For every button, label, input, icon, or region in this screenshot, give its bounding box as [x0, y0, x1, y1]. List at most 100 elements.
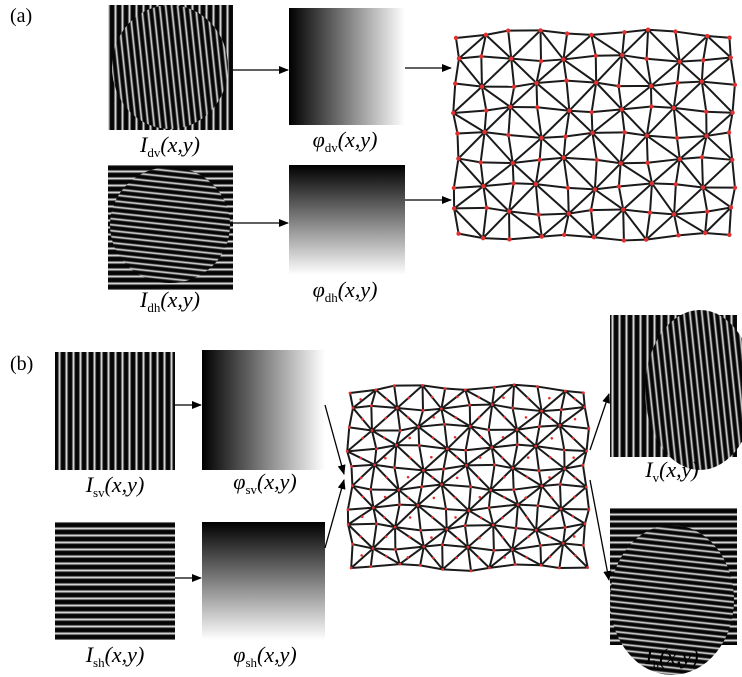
mesh-node — [360, 554, 363, 557]
mesh-node — [526, 476, 529, 479]
mesh-edge — [586, 487, 589, 509]
mesh-node — [511, 181, 515, 185]
mesh-edge — [680, 62, 702, 82]
phase-map — [289, 165, 405, 275]
mesh-edge — [376, 386, 394, 390]
image-label: φdh(x,y) — [313, 277, 378, 305]
mesh-edge — [674, 82, 702, 108]
mesh-node — [503, 556, 506, 559]
mesh-edge — [729, 133, 732, 160]
mesh-edge — [471, 568, 489, 571]
mesh-edge — [347, 449, 376, 452]
mesh-node — [549, 456, 552, 459]
mesh-node — [487, 428, 490, 431]
mesh-node — [375, 522, 378, 525]
mesh-node — [589, 33, 593, 37]
mesh-node — [701, 58, 705, 62]
image-label: Ih(x,y) — [644, 644, 699, 672]
mesh-node — [582, 544, 585, 547]
mesh-node — [419, 529, 422, 532]
fringe-image — [55, 352, 175, 470]
mesh-node — [563, 467, 566, 470]
mesh-edge — [536, 509, 561, 530]
mesh-node — [534, 445, 537, 448]
mesh-node — [456, 537, 459, 540]
mesh-edge — [399, 490, 400, 505]
mesh-edge — [623, 210, 624, 241]
mesh-node — [397, 489, 400, 492]
mesh-node — [431, 476, 434, 479]
mesh-node — [395, 444, 398, 447]
mesh-edge — [596, 55, 622, 82]
mesh-node — [705, 34, 709, 38]
mesh-edge — [674, 108, 677, 138]
mesh-edge — [647, 59, 680, 62]
mesh-node — [469, 485, 472, 488]
mesh-node — [727, 130, 731, 134]
mesh-node — [479, 496, 482, 499]
mesh-node — [478, 416, 481, 419]
mesh-edge — [707, 36, 729, 38]
mesh-edge — [454, 186, 483, 208]
mesh-node — [582, 391, 585, 394]
mesh-node — [384, 457, 387, 460]
figure: (a) (b) Idv(x,y)φdv(x,y)Idh(x,y)φdh(x,y)… — [0, 0, 742, 677]
mesh-node — [512, 85, 516, 89]
mesh-edge — [483, 211, 509, 238]
mesh-edge — [622, 32, 624, 55]
mesh-node — [361, 437, 364, 440]
mesh-edge — [348, 486, 352, 510]
mesh-node — [574, 398, 577, 401]
image-label: Idv(x,y) — [139, 132, 200, 160]
mesh-node — [433, 497, 436, 500]
mesh-node — [587, 427, 590, 430]
mesh-edge — [371, 406, 372, 431]
mesh-edge — [674, 212, 707, 215]
mesh-edge — [486, 31, 508, 35]
mesh-edge — [542, 410, 562, 411]
mesh-node — [372, 506, 375, 509]
mesh-edge — [680, 159, 703, 187]
mesh-node — [558, 567, 561, 570]
mesh-node — [727, 36, 731, 40]
mesh-edge — [585, 407, 589, 429]
mesh-node — [407, 416, 410, 419]
mesh-edge — [592, 109, 621, 133]
mesh-node — [384, 417, 387, 420]
mesh-edge — [567, 81, 570, 111]
mesh-node — [362, 495, 365, 498]
mesh-node — [729, 205, 733, 209]
mesh-node — [422, 545, 425, 548]
mesh-node — [383, 437, 386, 440]
mesh-node — [443, 423, 446, 426]
mesh-node — [550, 496, 553, 499]
mesh-node — [704, 134, 708, 138]
fringe-image — [108, 165, 233, 290]
image-label: φsv(x,y) — [233, 469, 296, 497]
mesh-node — [593, 187, 597, 191]
mesh-edge — [350, 393, 353, 408]
mesh-node — [524, 496, 527, 499]
mesh-node — [375, 447, 378, 450]
mesh-node — [393, 466, 396, 469]
mesh-edge — [541, 30, 564, 59]
mesh-edge — [703, 160, 732, 188]
mesh-edge — [371, 489, 399, 490]
mesh-edge — [622, 86, 651, 109]
mesh-edge — [647, 30, 648, 59]
mesh-node — [548, 397, 551, 400]
arrow — [590, 480, 609, 580]
mesh-edge — [372, 408, 397, 430]
mesh-node — [464, 524, 467, 527]
mesh-node — [347, 508, 350, 511]
mesh — [346, 383, 591, 572]
panel-label: (a) — [10, 5, 32, 27]
mesh-node — [457, 56, 461, 60]
mesh-node — [455, 131, 459, 135]
panel-label: (b) — [10, 353, 33, 375]
mesh-edge — [459, 58, 482, 86]
mesh-node — [618, 161, 622, 165]
mesh-node — [432, 557, 435, 560]
phase-map — [289, 8, 405, 125]
mesh-edge — [652, 183, 674, 214]
